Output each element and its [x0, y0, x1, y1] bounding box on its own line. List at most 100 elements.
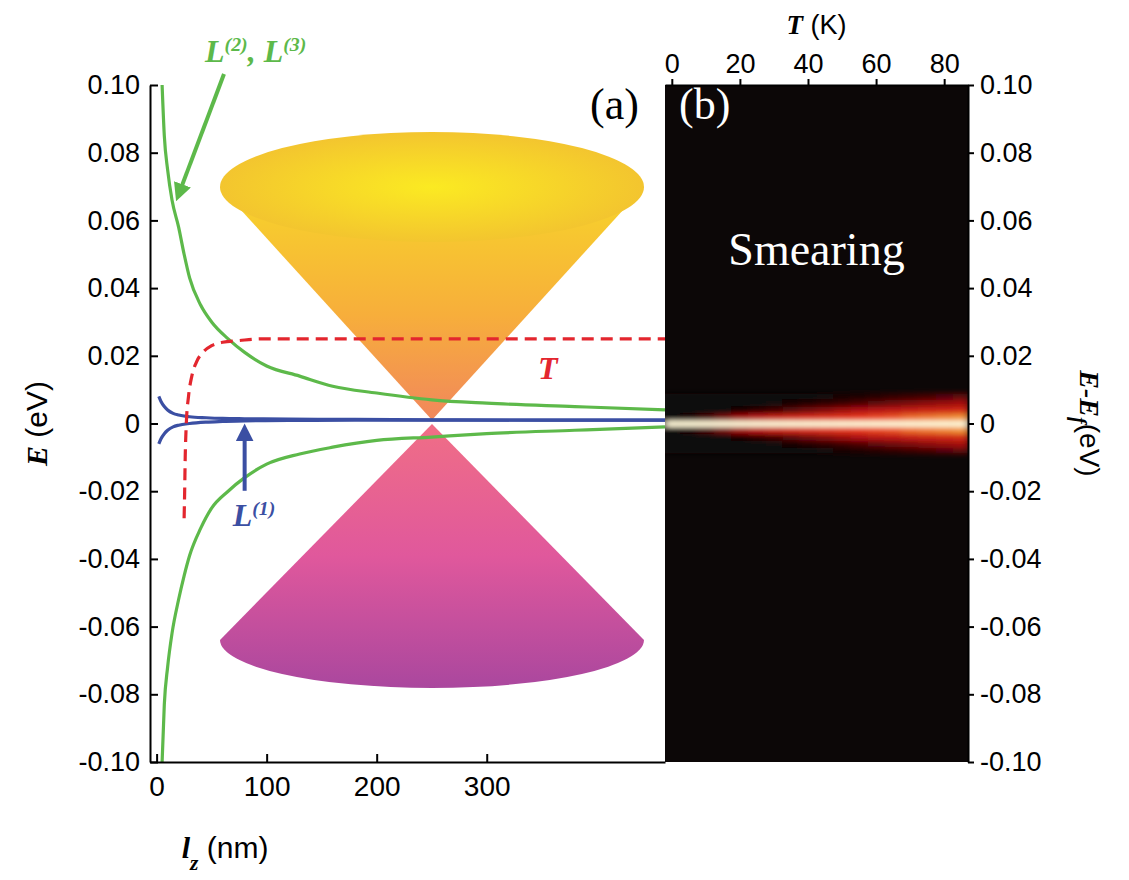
heat-cell: [919, 434, 936, 441]
heat-cell: [936, 420, 953, 427]
tick-label: 0: [149, 771, 165, 802]
heat-cell: [665, 447, 680, 454]
tick-label: 100: [244, 771, 291, 802]
tick-label: -0.06: [980, 612, 1042, 642]
tick: 0.08: [968, 138, 1033, 168]
heat-cell: [782, 413, 799, 420]
heat-cell: [782, 393, 799, 400]
heat-cell: [868, 420, 885, 427]
heat-cell: [782, 407, 799, 414]
heat-cell: [936, 393, 953, 400]
heat-cell: [665, 420, 680, 427]
heat-cell: [851, 440, 868, 447]
heat-cell: [902, 393, 919, 400]
heat-cell: [834, 447, 851, 454]
tick: -0.02: [78, 476, 158, 506]
heat-cell: [953, 440, 968, 447]
tick: 0.04: [87, 273, 158, 303]
heat-cell: [799, 393, 816, 400]
heat-cell: [936, 434, 953, 441]
heat-cell: [936, 400, 953, 407]
heat-cell: [714, 413, 731, 420]
heat-cell: [902, 413, 919, 420]
label-arrow: [243, 429, 247, 491]
tick-label: -0.08: [980, 679, 1042, 709]
tick-mark: [968, 85, 974, 87]
heat-cell: [851, 413, 868, 420]
tick: -0.10: [968, 747, 1042, 777]
heat-cell: [885, 413, 902, 420]
tick-label: -0.02: [980, 476, 1042, 506]
tick: 200: [354, 754, 401, 802]
heat-cell: [885, 420, 902, 427]
tick: -0.08: [78, 679, 158, 709]
heat-cell: [902, 400, 919, 407]
tick-mark: [968, 220, 974, 222]
tick-mark: [968, 423, 974, 425]
heat-cell: [782, 440, 799, 447]
tick: 40: [793, 49, 823, 85]
tick-mark: [671, 79, 673, 85]
heat-cell: [680, 440, 697, 447]
heat-cell: [885, 427, 902, 434]
tick-mark: [807, 79, 809, 85]
tick-label: 0.10: [87, 70, 140, 100]
heat-cell: [697, 407, 714, 414]
series-line: [162, 427, 665, 762]
heat-cell: [817, 420, 834, 427]
tick-label: 0.04: [87, 273, 140, 303]
tick-label: 0.02: [87, 341, 140, 371]
series-line: [184, 339, 665, 518]
tick-mark: [968, 491, 974, 493]
tick-label: 0.02: [980, 341, 1033, 371]
heat-cell: [919, 420, 936, 427]
tick: 100: [244, 754, 291, 802]
tick-mark: [968, 626, 974, 628]
heat-cell: [697, 440, 714, 447]
tick-label: 300: [464, 771, 511, 802]
heat-cell: [817, 447, 834, 454]
tick: 0.04: [968, 273, 1033, 303]
tick: -0.02: [968, 476, 1042, 506]
heat-cell: [834, 440, 851, 447]
heat-cell: [680, 447, 697, 454]
heat-cell: [665, 440, 680, 447]
tick-mark: [150, 558, 158, 560]
series-line: [162, 85, 665, 410]
heat-cell: [919, 427, 936, 434]
heat-cell: [782, 400, 799, 407]
heat-cell: [748, 413, 765, 420]
heat-cell: [834, 420, 851, 427]
heat-cell: [765, 440, 782, 447]
heat-cell: [919, 413, 936, 420]
heat-cell: [697, 447, 714, 454]
axis-title: E-Ef(eV): [1067, 369, 1106, 476]
heat-cell: [799, 420, 816, 427]
heat-cell: [665, 393, 680, 400]
heat-cell: [834, 413, 851, 420]
tick: 80: [930, 49, 960, 85]
heat-cell: [680, 393, 697, 400]
heat-cell: [765, 420, 782, 427]
plot-area: [159, 85, 665, 762]
tick-mark: [486, 754, 488, 762]
tick-mark: [150, 626, 158, 628]
heat-cell: [817, 400, 834, 407]
heat-cell: [885, 434, 902, 441]
cone-lower: [220, 424, 644, 688]
tick-label: -0.10: [78, 747, 140, 777]
heat-cell: [851, 420, 868, 427]
heat-cell: [885, 440, 902, 447]
heat-cell: [731, 447, 748, 454]
heat-cell: [851, 434, 868, 441]
heat-cell: [885, 407, 902, 414]
heat-cell: [902, 447, 919, 454]
tick-label: -0.10: [980, 747, 1042, 777]
heat-cell: [851, 400, 868, 407]
tick-label: 40: [793, 49, 823, 79]
heat-cell: [665, 427, 680, 434]
heat-cell: [680, 413, 697, 420]
tick: -0.10: [78, 747, 158, 777]
axis-title: T (K): [787, 10, 847, 40]
heat-cell: [697, 434, 714, 441]
